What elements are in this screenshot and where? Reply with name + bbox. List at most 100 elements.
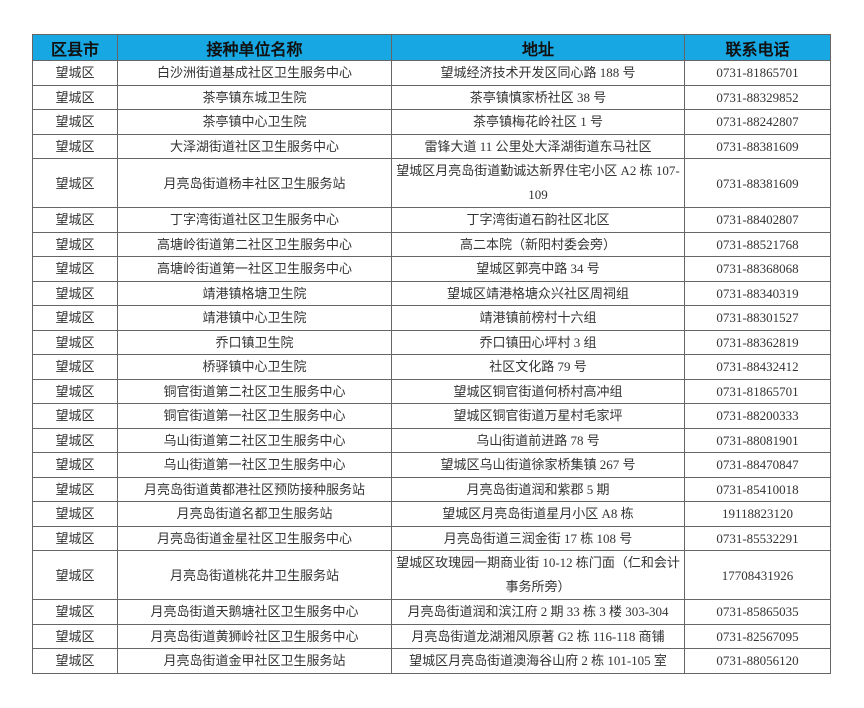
cell-district: 望城区 [32,305,118,331]
cell-phone: 0731-81865701 [684,60,831,86]
table-row: 望城区 月亮岛街道金甲社区卫生服务站 望城区月亮岛街道澳海谷山府 2 栋 101-1… [32,648,831,674]
cell-unit-name: 铜官街道第一社区卫生服务中心 [117,403,392,429]
table-row: 望城区 月亮岛街道天鹅塘社区卫生服务中心 月亮岛街道润和滨江府 2 期 33 栋 3… [32,599,831,625]
table-row: 望城区 高塘岭街道第二社区卫生服务中心 高二本院（新阳村委会旁） 0731-88521… [32,231,831,257]
cell-phone: 0731-81865701 [684,378,831,404]
table-row: 望城区 乌山街道第二社区卫生服务中心 乌山街道前进路 78 号 0731-880819… [32,427,831,453]
cell-district: 望城区 [32,354,118,380]
cell-district: 望城区 [32,329,118,355]
cell-district: 望城区 [32,501,118,527]
cell-address: 月亮岛街道三润金街 17 栋 108 号 [391,525,685,551]
cell-phone: 0731-88362819 [684,329,831,355]
cell-address: 乌山街道前进路 78 号 [391,427,685,453]
table-row: 望城区 茶亭镇中心卫生院 茶亭镇梅花岭社区 1 号 0731-88242807 [32,109,831,135]
cell-district: 望城区 [32,84,118,110]
table-row: 望城区 月亮岛街道黄都港社区预防接种服务站 月亮岛街道润和紫郡 5 期 0731-85… [32,476,831,502]
cell-phone: 0731-88301527 [684,305,831,331]
cell-address: 月亮岛街道润和紫郡 5 期 [391,476,685,502]
cell-unit-name: 茶亭镇中心卫生院 [117,109,392,135]
table-row: 望城区 白沙洲街道基成社区卫生服务中心 望城经济技术开发区同心路 188 号 0731… [32,60,831,86]
cell-unit-name: 月亮岛街道桃花井卫生服务站 [117,550,392,600]
cell-unit-name: 月亮岛街道金甲社区卫生服务站 [117,648,392,674]
cell-address: 望城区乌山街道徐家桥集镇 267 号 [391,452,685,478]
table-row: 望城区 月亮岛街道杨丰社区卫生服务站 望城区月亮岛街道勤诚达新界住宅小区 A2 栋 … [32,158,831,208]
column-header-address: 地址 [391,34,685,61]
cell-district: 望城区 [32,403,118,429]
cell-phone: 0731-88340319 [684,280,831,306]
table-row: 望城区 茶亭镇东城卫生院 茶亭镇慎家桥社区 38 号 0731-88329852 [32,84,831,110]
cell-address: 乔口镇田心坪村 3 组 [391,329,685,355]
cell-unit-name: 白沙洲街道基成社区卫生服务中心 [117,60,392,86]
cell-district: 望城区 [32,427,118,453]
cell-address: 社区文化路 79 号 [391,354,685,380]
cell-district: 望城区 [32,623,118,649]
cell-address: 望城区月亮岛街道星月小区 A8 栋 [391,501,685,527]
cell-phone: 19118823120 [684,501,831,527]
table-row: 望城区 靖港镇中心卫生院 靖港镇前榜村十六组 0731-88301527 [32,305,831,331]
cell-unit-name: 桥驿镇中心卫生院 [117,354,392,380]
cell-unit-name: 丁字湾街道社区卫生服务中心 [117,207,392,233]
cell-phone: 0731-88081901 [684,427,831,453]
cell-district: 望城区 [32,378,118,404]
cell-district: 望城区 [32,599,118,625]
table-row: 望城区 铜官街道第二社区卫生服务中心 望城区铜官街道何桥村高冲组 0731-81865… [32,378,831,404]
cell-unit-name: 大泽湖街道社区卫生服务中心 [117,133,392,159]
cell-address: 月亮岛街道龙湖湘风原著 G2 栋 116-118 商铺 [391,623,685,649]
table-row: 望城区 月亮岛街道金星社区卫生服务中心 月亮岛街道三润金街 17 栋 108 号 07… [32,525,831,551]
cell-unit-name: 月亮岛街道黄都港社区预防接种服务站 [117,476,392,502]
cell-address: 月亮岛街道润和滨江府 2 期 33 栋 3 楼 303-304 [391,599,685,625]
cell-address: 靖港镇前榜村十六组 [391,305,685,331]
cell-district: 望城区 [32,476,118,502]
cell-phone: 0731-88329852 [684,84,831,110]
cell-address: 茶亭镇慎家桥社区 38 号 [391,84,685,110]
header-row: 区县市 接种单位名称 地址 联系电话 [32,34,831,61]
table-row: 望城区 大泽湖街道社区卫生服务中心 雷锋大道 11 公里处大泽湖街道东马社区 0731… [32,133,831,159]
cell-address: 望城区铜官街道万星村毛家坪 [391,403,685,429]
table-row: 望城区 铜官街道第一社区卫生服务中心 望城区铜官街道万星村毛家坪 0731-88200… [32,403,831,429]
cell-address: 茶亭镇梅花岭社区 1 号 [391,109,685,135]
cell-district: 望城区 [32,280,118,306]
table-row: 望城区 丁字湾街道社区卫生服务中心 丁字湾街道石韵社区北区 0731-88402807 [32,207,831,233]
cell-unit-name: 乌山街道第一社区卫生服务中心 [117,452,392,478]
column-header-unit-name: 接种单位名称 [117,34,392,61]
table-row: 望城区 月亮岛街道名都卫生服务站 望城区月亮岛街道星月小区 A8 栋 19118823… [32,501,831,527]
cell-district: 望城区 [32,231,118,257]
table-row: 望城区 月亮岛街道黄狮岭社区卫生服务中心 月亮岛街道龙湖湘风原著 G2 栋 116-… [32,623,831,649]
cell-address: 丁字湾街道石韵社区北区 [391,207,685,233]
cell-phone: 0731-88200333 [684,403,831,429]
cell-unit-name: 月亮岛街道黄狮岭社区卫生服务中心 [117,623,392,649]
cell-district: 望城区 [32,109,118,135]
cell-address: 望城区铜官街道何桥村高冲组 [391,378,685,404]
cell-unit-name: 月亮岛街道天鹅塘社区卫生服务中心 [117,599,392,625]
cell-district: 望城区 [32,256,118,282]
cell-district: 望城区 [32,452,118,478]
cell-phone: 17708431926 [684,550,831,600]
cell-phone: 0731-85865035 [684,599,831,625]
cell-district: 望城区 [32,158,118,208]
cell-address: 望城经济技术开发区同心路 188 号 [391,60,685,86]
cell-unit-name: 铜官街道第二社区卫生服务中心 [117,378,392,404]
cell-address: 高二本院（新阳村委会旁） [391,231,685,257]
cell-district: 望城区 [32,550,118,600]
cell-unit-name: 月亮岛街道杨丰社区卫生服务站 [117,158,392,208]
cell-phone: 0731-88470847 [684,452,831,478]
cell-unit-name: 靖港镇格塘卫生院 [117,280,392,306]
cell-phone: 0731-88242807 [684,109,831,135]
cell-unit-name: 高塘岭街道第二社区卫生服务中心 [117,231,392,257]
cell-phone: 0731-88381609 [684,158,831,208]
table-row: 望城区 乔口镇卫生院 乔口镇田心坪村 3 组 0731-88362819 [32,329,831,355]
cell-phone: 0731-85410018 [684,476,831,502]
cell-unit-name: 月亮岛街道名都卫生服务站 [117,501,392,527]
cell-address: 望城区靖港格塘众兴社区周祠组 [391,280,685,306]
cell-phone: 0731-88381609 [684,133,831,159]
cell-address: 望城区玫瑰园一期商业街 10-12 栋门面（仁和会计事务所旁） [391,550,685,600]
cell-unit-name: 高塘岭街道第一社区卫生服务中心 [117,256,392,282]
column-header-phone: 联系电话 [684,34,831,61]
cell-address: 望城区月亮岛街道勤诚达新界住宅小区 A2 栋 107-109 [391,158,685,208]
cell-phone: 0731-88402807 [684,207,831,233]
table-row: 望城区 月亮岛街道桃花井卫生服务站 望城区玫瑰园一期商业街 10-12 栋门面（仁和… [32,550,831,600]
cell-phone: 0731-88521768 [684,231,831,257]
cell-district: 望城区 [32,60,118,86]
cell-phone: 0731-88432412 [684,354,831,380]
table-row: 望城区 靖港镇格塘卫生院 望城区靖港格塘众兴社区周祠组 0731-88340319 [32,280,831,306]
